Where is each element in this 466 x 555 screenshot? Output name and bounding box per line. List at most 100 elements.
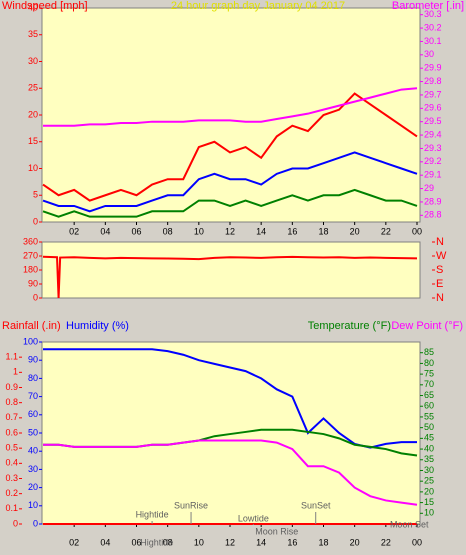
- x-tick-label: 22: [381, 537, 391, 547]
- y-tick-label: 0: [33, 292, 38, 302]
- x-tick-label: 10: [194, 537, 204, 547]
- series-line: [42, 255, 418, 299]
- x-tick-label: 18: [318, 226, 328, 236]
- x-tick-label: 02: [69, 537, 79, 547]
- series-line: [42, 188, 418, 218]
- y-tick-label: 20: [424, 486, 434, 496]
- plot-area: [41, 241, 421, 299]
- y-tick-label: 70: [424, 379, 434, 389]
- x-tick-label: 12: [225, 537, 235, 547]
- y-tick-label: 29.5: [424, 116, 442, 126]
- x-tick-label: 00: [412, 537, 422, 547]
- y-tick-label: 30.1: [424, 36, 442, 46]
- x-tick-label: 02: [69, 226, 79, 236]
- y-tick-label: 80: [28, 373, 38, 383]
- series-line: [43, 439, 418, 506]
- chart-title: 24 hour graph day January 04 2017: [171, 0, 345, 12]
- x-tick-label: 14: [256, 226, 266, 236]
- x-tick-label: 00: [412, 226, 422, 236]
- y-tick-label: 29.8: [424, 76, 442, 86]
- x-tick-label: 08: [163, 537, 173, 547]
- y-tick-label: 270: [23, 250, 38, 260]
- y-tick-label: 25: [28, 83, 38, 93]
- y-tick-label: 15: [424, 497, 434, 507]
- annotation: SunRise: [174, 500, 208, 510]
- y-tick-label: 85: [424, 347, 434, 357]
- y-tick-label: 29.4: [424, 129, 442, 139]
- y-tick-label: 100: [23, 336, 38, 346]
- x-tick-label: 16: [287, 537, 297, 547]
- y-tick-label: 0.1: [5, 503, 18, 513]
- y-tick-label: 10: [424, 508, 434, 518]
- y-tick-label: 65: [424, 390, 434, 400]
- y-tick-label: 35: [28, 29, 38, 39]
- series-line: [42, 92, 418, 202]
- y-tick-label: E: [436, 278, 443, 290]
- y-tick-label: 30: [424, 465, 434, 475]
- y-tick-label: 0.4: [5, 458, 18, 468]
- y-tick-label: 30: [424, 49, 434, 59]
- y-tick-label: 30: [28, 56, 38, 66]
- y-tick-label: 30.3: [424, 9, 442, 19]
- y-tick-label: 90: [28, 278, 38, 288]
- x-tick-label: 08: [163, 226, 173, 236]
- annotation: Moon Rise: [255, 526, 298, 536]
- y-tick-label: 60: [28, 409, 38, 419]
- x-tick-label: 12: [225, 226, 235, 236]
- y-tick-label: 0.3: [5, 473, 18, 483]
- x-tick-label: 06: [131, 226, 141, 236]
- y2-axis-title: Temperature (°F): [308, 320, 391, 332]
- y3-axis-title: Rainfall (.in): [2, 320, 61, 332]
- y-tick-label: 360: [23, 236, 38, 246]
- y-tick-label: 29.7: [424, 89, 442, 99]
- x-tick-label: 10: [194, 226, 204, 236]
- y-tick-label: 90: [28, 355, 38, 365]
- y-tick-label: 55: [424, 411, 434, 421]
- x-tick-label: 20: [350, 537, 360, 547]
- y-tick-label: 29.6: [424, 103, 442, 113]
- x-tick-label: 20: [350, 226, 360, 236]
- y-axis-title: Humidity (%): [66, 320, 129, 332]
- x-tick-label: 22: [381, 226, 391, 236]
- x-tick-label: 14: [256, 537, 266, 547]
- annotation: Hightide: [136, 509, 169, 519]
- y-tick-label: 0.2: [5, 488, 18, 498]
- y-tick-label: 29.2: [424, 156, 442, 166]
- y-tick-label: 40: [424, 443, 434, 453]
- y-tick-label: S: [436, 264, 443, 276]
- y-tick-label: 30.2: [424, 22, 442, 32]
- y-tick-label: 50: [28, 427, 38, 437]
- plot-area: [41, 7, 421, 223]
- y-tick-label: 29.3: [424, 143, 442, 153]
- y-tick-label: 0.7: [5, 412, 18, 422]
- y-tick-label: 30: [28, 464, 38, 474]
- x-tick-label: 16: [287, 226, 297, 236]
- y-tick-label: 10: [28, 163, 38, 173]
- y-tick-label: 20: [28, 109, 38, 119]
- y-tick-label: 80: [424, 358, 434, 368]
- y-axis-title: Windspeed [mph]: [2, 0, 88, 12]
- annotation: Moon Set: [390, 519, 429, 529]
- y-tick-label: 60: [424, 401, 434, 411]
- y-tick-label: 29.9: [424, 63, 442, 73]
- y-tick-label: 29: [424, 183, 434, 193]
- y-tick-label: 15: [28, 136, 38, 146]
- y-tick-label: 0.9: [5, 382, 18, 392]
- y-tick-label: 1.1: [5, 352, 18, 362]
- x-tick-label: 18: [318, 537, 328, 547]
- y-tick-label: 0: [13, 518, 18, 528]
- x-tick-label: 04: [100, 537, 110, 547]
- y-tick-label: 40: [28, 2, 38, 12]
- y-tick-label: 180: [23, 264, 38, 274]
- y-tick-label: 1: [13, 367, 18, 377]
- x-tick-label: 06: [131, 537, 141, 547]
- series-line: [42, 151, 418, 213]
- y-tick-label: N: [436, 292, 444, 304]
- y-tick-label: 45: [424, 433, 434, 443]
- y-tick-label: W: [436, 250, 447, 262]
- y-tick-label: 0: [33, 216, 38, 226]
- annotation: Lowtide: [238, 513, 269, 523]
- y-tick-label: 20: [28, 482, 38, 492]
- y-tick-label: 70: [28, 391, 38, 401]
